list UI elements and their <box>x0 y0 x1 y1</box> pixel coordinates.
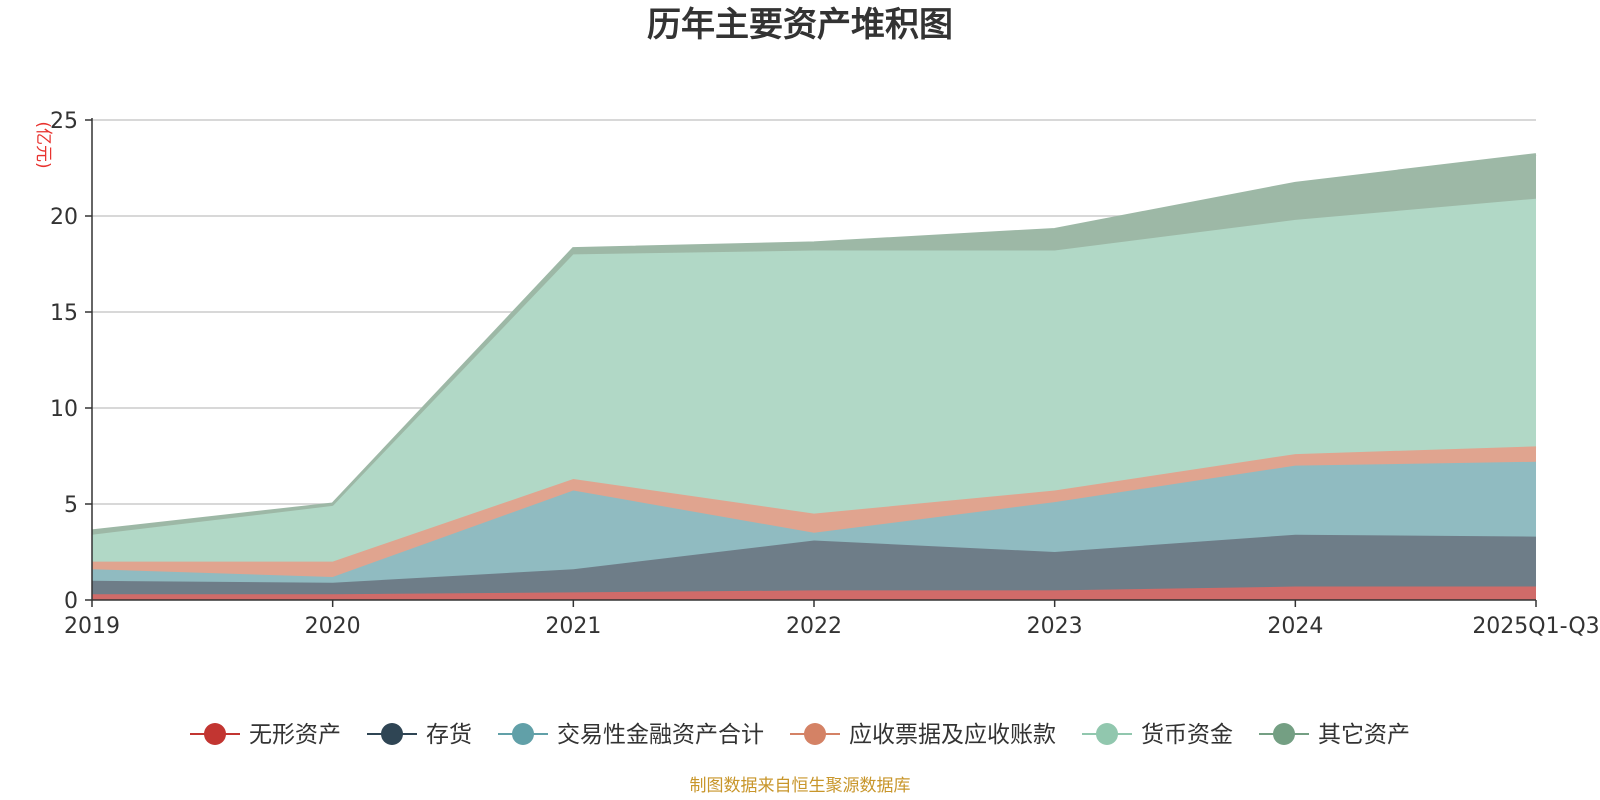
series-area-2 <box>92 461 1536 583</box>
x-tick-label-3: 2022 <box>786 614 842 639</box>
y-tick-label-10: 10 <box>50 397 78 422</box>
legend-item-1[interactable]: 存货 <box>367 722 472 748</box>
legend-label-2: 交易性金融资产合计 <box>557 722 764 748</box>
series-areas <box>91 153 1537 600</box>
series-line-5 <box>91 153 1537 533</box>
series-area-3 <box>92 446 1536 577</box>
data-point-5-1 <box>332 504 333 505</box>
y-tick-label-5: 5 <box>64 493 78 518</box>
y-tick-label-20: 20 <box>50 205 78 230</box>
legend-label-0: 无形资产 <box>249 722 341 748</box>
legend-marker-5 <box>1273 723 1295 745</box>
legend-item-2[interactable]: 交易性金融资产合计 <box>498 722 764 748</box>
data-point-5-6 <box>1536 154 1537 155</box>
data-point-5-2 <box>573 248 574 249</box>
y-tick-label-15: 15 <box>50 301 78 326</box>
legend-marker-0 <box>204 723 226 745</box>
x-tick-label-0: 2019 <box>64 614 120 639</box>
data-point-5-3 <box>814 242 815 243</box>
x-tick-label-2: 2021 <box>545 614 601 639</box>
y-tick-label-25: 25 <box>50 109 78 134</box>
legend-item-0[interactable]: 无形资产 <box>190 722 341 748</box>
series-area-5 <box>92 154 1536 535</box>
data-point-5-5 <box>1295 183 1296 184</box>
legend-label-4: 货币资金 <box>1141 722 1233 748</box>
legend-label-3: 应收票据及应收账款 <box>849 722 1056 748</box>
legend-label-1: 存货 <box>426 722 472 748</box>
x-tick-label-4: 2023 <box>1027 614 1083 639</box>
legend-marker-1 <box>381 723 403 745</box>
data-point-5-4 <box>1054 229 1055 230</box>
legend-item-3[interactable]: 应收票据及应收账款 <box>790 722 1056 748</box>
axes: 0 5 10 15 20 25 2019 2020 2021 2022 2023 2024 2025Q1… <box>50 109 1600 639</box>
legend-item-4[interactable]: 货币资金 <box>1082 722 1233 748</box>
series-area-1 <box>92 534 1536 595</box>
x-tick-label-1: 2020 <box>305 614 361 639</box>
source-note: 制图数据来自恒生聚源数据库 <box>690 776 911 796</box>
legend-marker-2 <box>512 723 534 745</box>
x-tick-label-5: 2024 <box>1267 614 1323 639</box>
y-axis-unit-label: (亿元) <box>33 121 53 168</box>
legend-item-5[interactable]: 其它资产 <box>1259 722 1410 748</box>
legend-marker-4 <box>1096 723 1118 745</box>
x-tick-label-6: 2025Q1-Q3 <box>1472 614 1599 639</box>
legend-label-5: 其它资产 <box>1318 722 1410 748</box>
legend-marker-3 <box>804 723 826 745</box>
series-area-4 <box>92 198 1536 562</box>
chart-title: 历年主要资产堆积图 <box>647 5 953 45</box>
legend: 无形资产 存货 交易性金融资产合计 应收票据及应收账款 货币资金 其它资产 <box>190 722 1410 748</box>
y-tick-label-0: 0 <box>64 589 78 614</box>
